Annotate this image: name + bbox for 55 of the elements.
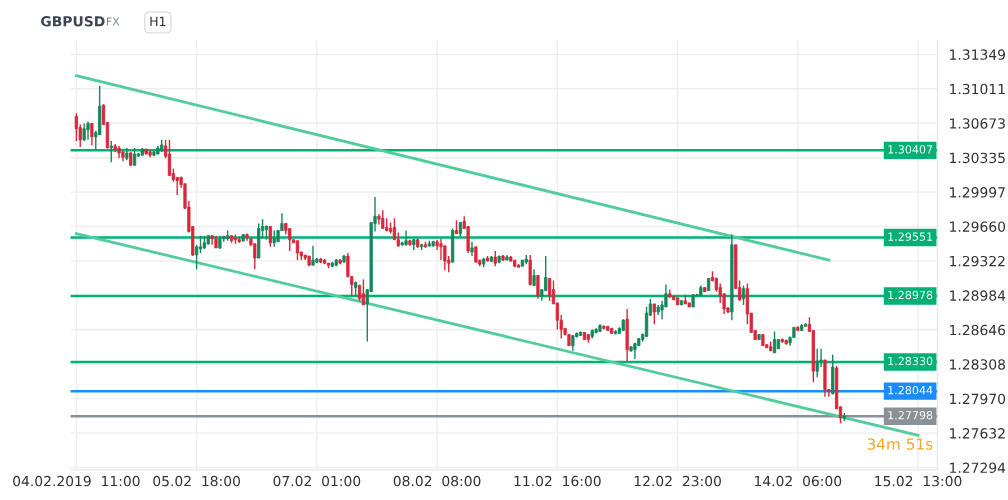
- x-tick-label: 08.02 08:00: [393, 475, 481, 487]
- ref-line-label: 1.28044: [888, 385, 933, 395]
- x-tick-label: 05.02 18:00: [153, 475, 240, 487]
- candlestick: [272, 229, 276, 248]
- candlestick: [652, 303, 656, 325]
- y-tick-label: 1.30673: [950, 118, 1005, 129]
- candlestick: [772, 330, 777, 354]
- candlestick: [167, 139, 172, 177]
- candlestick: [547, 277, 552, 302]
- y-tick-label: 1.27294: [950, 462, 1006, 474]
- ref-line-label: 1.28330: [888, 356, 933, 366]
- candlestick: [544, 255, 548, 292]
- ref-line-label: 1.28978: [888, 290, 933, 300]
- ref-line-label: 1.27798: [888, 411, 933, 420]
- text: FX: [106, 17, 120, 26]
- candlestick: [404, 229, 408, 247]
- x-tick-label: 11.02 16:00: [514, 475, 601, 487]
- x-tick-label: 07.02 01:00: [273, 475, 361, 487]
- candlestick: [311, 245, 315, 266]
- x-tick-label: 14.02 06:00: [755, 475, 842, 487]
- y-tick-label: 1.27632: [950, 428, 1005, 439]
- candlestick: [74, 112, 78, 142]
- y-tick-label: 1.31011: [950, 83, 1005, 95]
- ref-line-label: 1.30407: [888, 145, 933, 154]
- candlestick: [86, 120, 90, 141]
- candlestick: [536, 274, 540, 300]
- x-tick-label: 04.02.2019 11:00: [13, 475, 140, 487]
- candlestick: [109, 140, 113, 163]
- x-tick-label: 12.02 23:00: [634, 475, 721, 487]
- y-tick-label: 1.28646: [950, 324, 1006, 336]
- candlestick: [361, 278, 366, 306]
- candlestick: [194, 244, 199, 270]
- candlestick: [295, 240, 300, 261]
- candlestick: [815, 348, 819, 378]
- annotation: 34m 51s: [867, 438, 933, 450]
- candlestick: [741, 284, 746, 306]
- y-tick-label: 1.31349: [950, 49, 1006, 60]
- y-tick-label: 1.30335: [950, 152, 1005, 164]
- text: H1: [150, 16, 166, 26]
- candlestick: [439, 238, 443, 261]
- y-tick-label: 1.29322: [950, 255, 1005, 267]
- x-tick-label: 15.02 13:00: [875, 475, 962, 487]
- candlestick: [381, 209, 385, 230]
- candlestick: [644, 306, 649, 338]
- y-tick-label: 1.28308: [950, 359, 1006, 370]
- candlestick: [268, 225, 272, 248]
- y-tick-label: 1.28984: [950, 290, 1006, 301]
- y-tick-label: 1.29660: [950, 221, 1006, 232]
- candlestick: [288, 227, 292, 252]
- ref-line-label: 1.29551: [888, 232, 933, 241]
- candlestick: [90, 122, 94, 146]
- candlestick: [210, 234, 214, 246]
- y-tick-label: 1.27970: [950, 393, 1006, 405]
- chart-title: GBPUSD: [41, 16, 105, 27]
- y-tick-label: 1.29997: [950, 187, 1005, 198]
